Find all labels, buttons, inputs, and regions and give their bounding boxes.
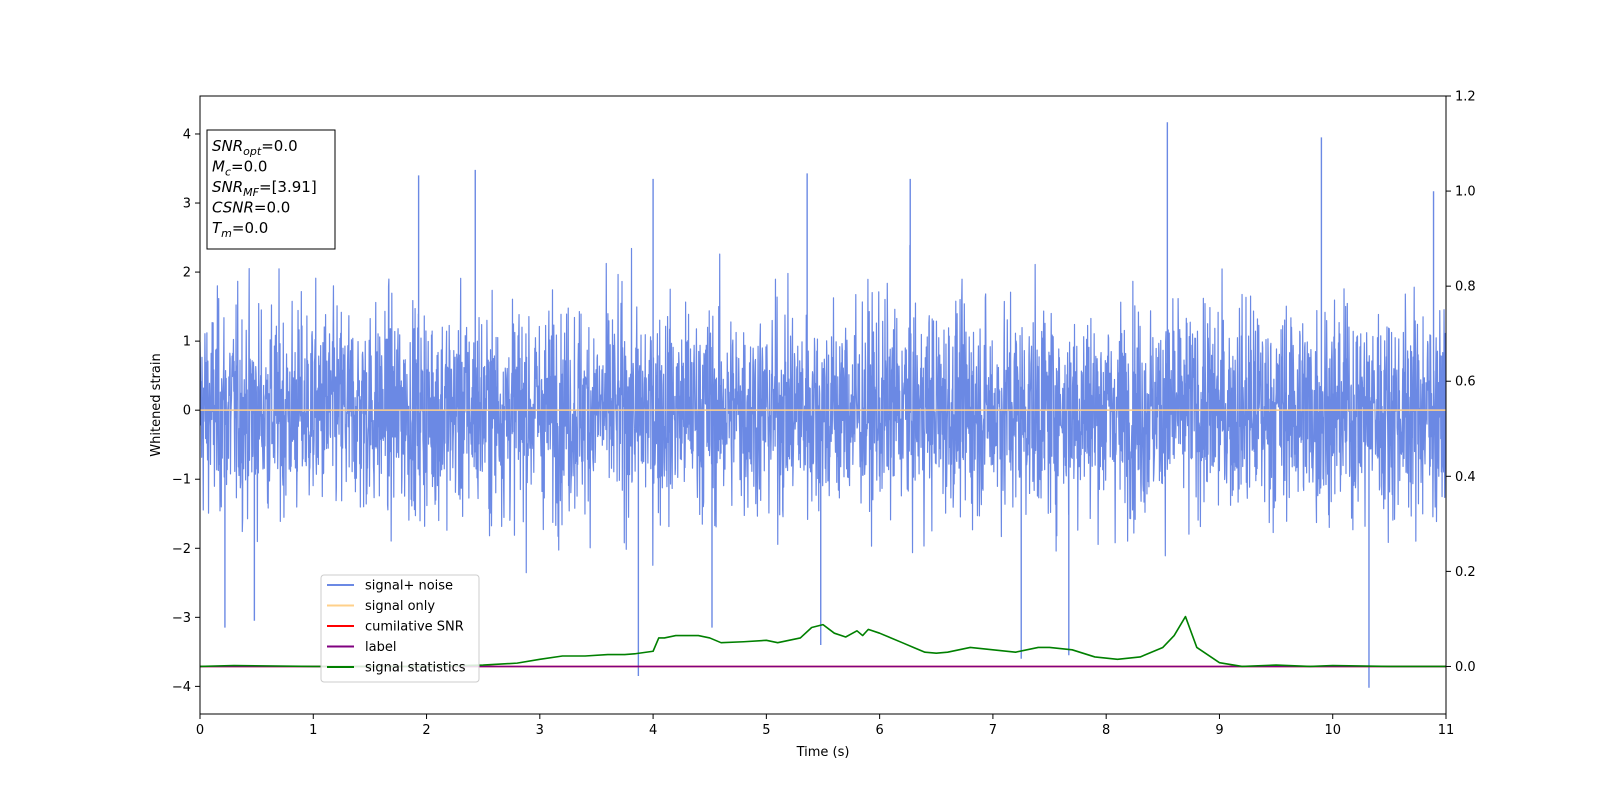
x-tick-label: 2 [422,723,430,738]
x-tick-label: 11 [1438,723,1455,738]
x-tick-label: 1 [309,723,317,738]
legend-label: cumilative SNR [365,620,464,635]
annotation-subscript: m [221,227,232,240]
series-signal-statistics-line [200,615,1446,668]
y2-tick-label: 0.4 [1455,470,1476,485]
x-tick-label: 9 [1215,723,1223,738]
y2-tick-label: 0.0 [1455,660,1476,675]
y2-tick-label: 1.2 [1455,90,1476,105]
annotation-subscript: c [225,166,231,179]
y-tick-label: 0 [183,404,191,419]
annotation-symbol: SNR [212,137,243,155]
legend-label: signal statistics [365,661,466,676]
annotation-frame [206,129,336,250]
annotation-symbol: SNR [212,178,243,196]
series-signal-noise-line [200,244,1446,574]
y-tick-label: −1 [172,473,191,488]
legend-label: signal+ noise [365,579,453,594]
annotation-value: =0.0 [261,137,297,155]
annotation-line: SNRMF=[3.91] [212,178,317,199]
y-tick-label: −3 [172,611,191,626]
annotation-subscript: opt [243,145,262,158]
y2-tick-label: 0.2 [1455,565,1476,580]
x-tick-label: 6 [875,723,883,738]
x-tick-label: 0 [196,723,204,738]
x-tick-label: 7 [989,723,997,738]
x-tick-label: 5 [762,723,770,738]
annotation-value: =0.0 [254,199,290,217]
x-axis-label: Time (s) [796,745,850,760]
legend-label: signal only [365,599,435,614]
legend-items: signal+ noise signal only cumilative SNR la… [327,579,466,676]
annotation-lines: SNRopt=0.0Mc=0.0SNRMF=[3.91]CSNR=0.0Tm=0… [212,137,317,240]
y-tick-label: −2 [172,542,191,557]
x-tick-label: 3 [536,723,544,738]
annotation-symbol: CSNR [212,199,254,217]
annotation-value: =0.0 [231,158,267,176]
annotation-subscript: MF [243,186,259,199]
plot-area [200,122,1446,688]
legend-label: label [365,640,396,655]
annotation-value: =[3.91] [259,178,317,196]
legend: signal+ noise signal only cumilative SNR la… [320,574,480,683]
annotation-line: SNRopt=0.0 [212,137,298,158]
y-axis-ticks: −4 −3 −2 −1 0 1 2 3 4 [172,127,200,695]
annotation-symbol: M [212,158,225,176]
y2-tick-label: 0.6 [1455,375,1476,390]
x-axis-ticks: 0 1 2 3 4 5 6 7 8 9 10 11 [196,714,1454,738]
y-tick-label: 2 [183,266,191,281]
axes-frame [199,95,1447,715]
y-axis-label: Whitened strain [149,353,164,456]
annotation-line: CSNR=0.0 [212,199,290,217]
y-tick-label: 3 [183,197,191,212]
y2-tick-label: 0.8 [1455,280,1476,295]
legend-frame [320,574,480,683]
x-tick-label: 4 [649,723,657,738]
annotation-box: SNRopt=0.0Mc=0.0SNRMF=[3.91]CSNR=0.0Tm=0… [206,129,336,250]
x-tick-label: 8 [1102,723,1110,738]
annotation-line: Tm=0.0 [212,219,268,240]
annotation-symbol: T [212,219,223,237]
y-tick-label: −4 [172,680,191,695]
annotation-value: =0.0 [232,219,268,237]
y-tick-label: 1 [183,335,191,350]
y2-axis-ticks: 0.0 0.2 0.4 0.6 0.8 1.0 1.2 [1446,90,1476,675]
series-signal-noise-peaks [224,122,1435,688]
y2-tick-label: 1.0 [1455,185,1476,200]
annotation-line: Mc=0.0 [212,158,267,179]
x-tick-label: 10 [1324,723,1341,738]
y-tick-label: 4 [183,127,191,142]
